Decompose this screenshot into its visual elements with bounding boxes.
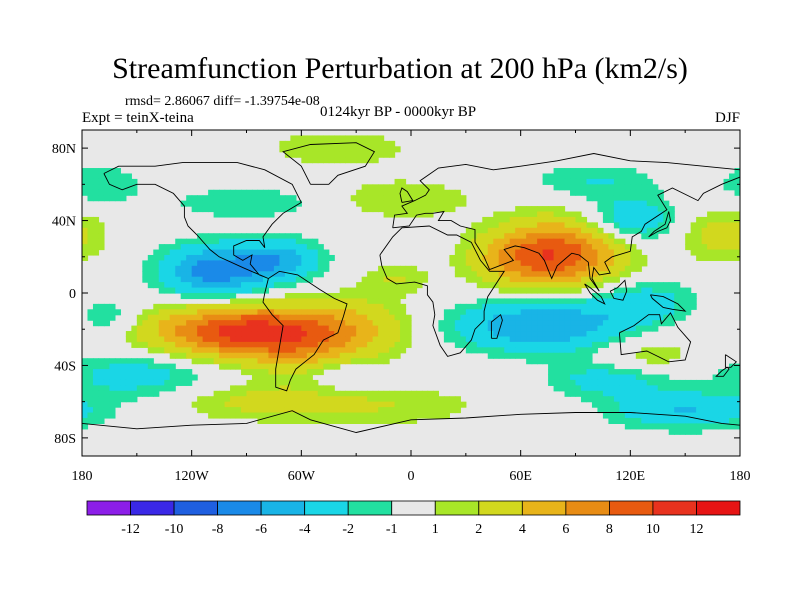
coastline-eurasia — [392, 153, 740, 292]
coastline-africa — [379, 225, 506, 357]
colorbar-label: -1 — [386, 522, 398, 537]
x-tick-label: 120W — [175, 469, 210, 484]
colorbar-label: 2 — [475, 522, 482, 537]
contour-field — [82, 135, 740, 435]
colorbar-label: -6 — [255, 522, 267, 537]
coastline-borneo — [609, 279, 628, 301]
colorbar-box — [652, 500, 697, 516]
y-tick-label: 80S — [54, 432, 76, 447]
season-label: DJF — [714, 110, 740, 126]
colorbar-box — [565, 500, 610, 516]
x-tick-label: 120E — [616, 469, 646, 484]
x-tick-label: 180 — [72, 469, 93, 484]
coastline-antarctica — [82, 410, 740, 433]
colorbar-label: 12 — [689, 522, 703, 537]
colorbar-box — [260, 500, 306, 516]
colorbar-box — [434, 500, 480, 516]
y-tick-label: 0 — [69, 287, 76, 302]
colorbar-label: 6 — [562, 522, 569, 537]
colorbar-box — [217, 500, 262, 516]
colorbar-label: 10 — [646, 522, 660, 537]
colorbar-box — [173, 500, 219, 516]
colorbar-box — [609, 500, 654, 516]
coastline-madagascar — [490, 313, 503, 339]
chart-title: Streamfunction Perturbation at 200 hPa (… — [112, 52, 688, 85]
coastline-north-america — [103, 162, 302, 279]
coastlines — [82, 142, 740, 433]
x-tick-label: 0 — [408, 469, 415, 484]
coastline-japan — [648, 211, 671, 238]
y-tick-label: 40S — [54, 359, 76, 374]
colorbar-box — [304, 500, 349, 516]
experiment-label: Expt = teinX-teina — [82, 110, 194, 126]
coastline-new-guinea — [650, 294, 687, 312]
colorbar-label: 1 — [432, 522, 439, 537]
x-tick-label: 60E — [509, 469, 532, 484]
colorbar-label: -8 — [212, 522, 224, 537]
coastline-south-america — [262, 270, 348, 392]
coastline-greenland — [282, 142, 376, 185]
colorbar-label: -12 — [121, 522, 140, 537]
coastline-uk — [399, 187, 414, 203]
x-tick-label: 180 — [730, 469, 751, 484]
stats-label: rmsd= 2.86067 diff= -1.39754e-08 — [125, 94, 320, 109]
colorbar-label: 8 — [606, 522, 613, 537]
colorbar-label: -2 — [342, 522, 354, 537]
period-label: 0124kyr BP - 0000kyr BP — [320, 104, 477, 120]
coastline-new-zealand-south — [715, 366, 730, 377]
coastline-sumatra — [584, 283, 606, 305]
coastline-australia — [618, 312, 692, 363]
y-tick-label: 40N — [52, 215, 76, 230]
y-tick-label: 80N — [52, 142, 76, 157]
x-tick-label: 60W — [288, 469, 316, 484]
colorbar-box — [696, 500, 741, 516]
colorbar-box — [391, 500, 436, 516]
coastline-new-zealand — [724, 354, 738, 368]
colorbar-box — [521, 500, 567, 516]
colorbar-box — [130, 500, 175, 516]
colorbar-label: -4 — [299, 522, 311, 537]
colorbar-label: 4 — [519, 522, 526, 537]
colorbar-box — [478, 500, 523, 516]
colorbar-label: -10 — [165, 522, 184, 537]
colorbar-box — [86, 500, 131, 516]
colorbar-box — [347, 500, 393, 516]
